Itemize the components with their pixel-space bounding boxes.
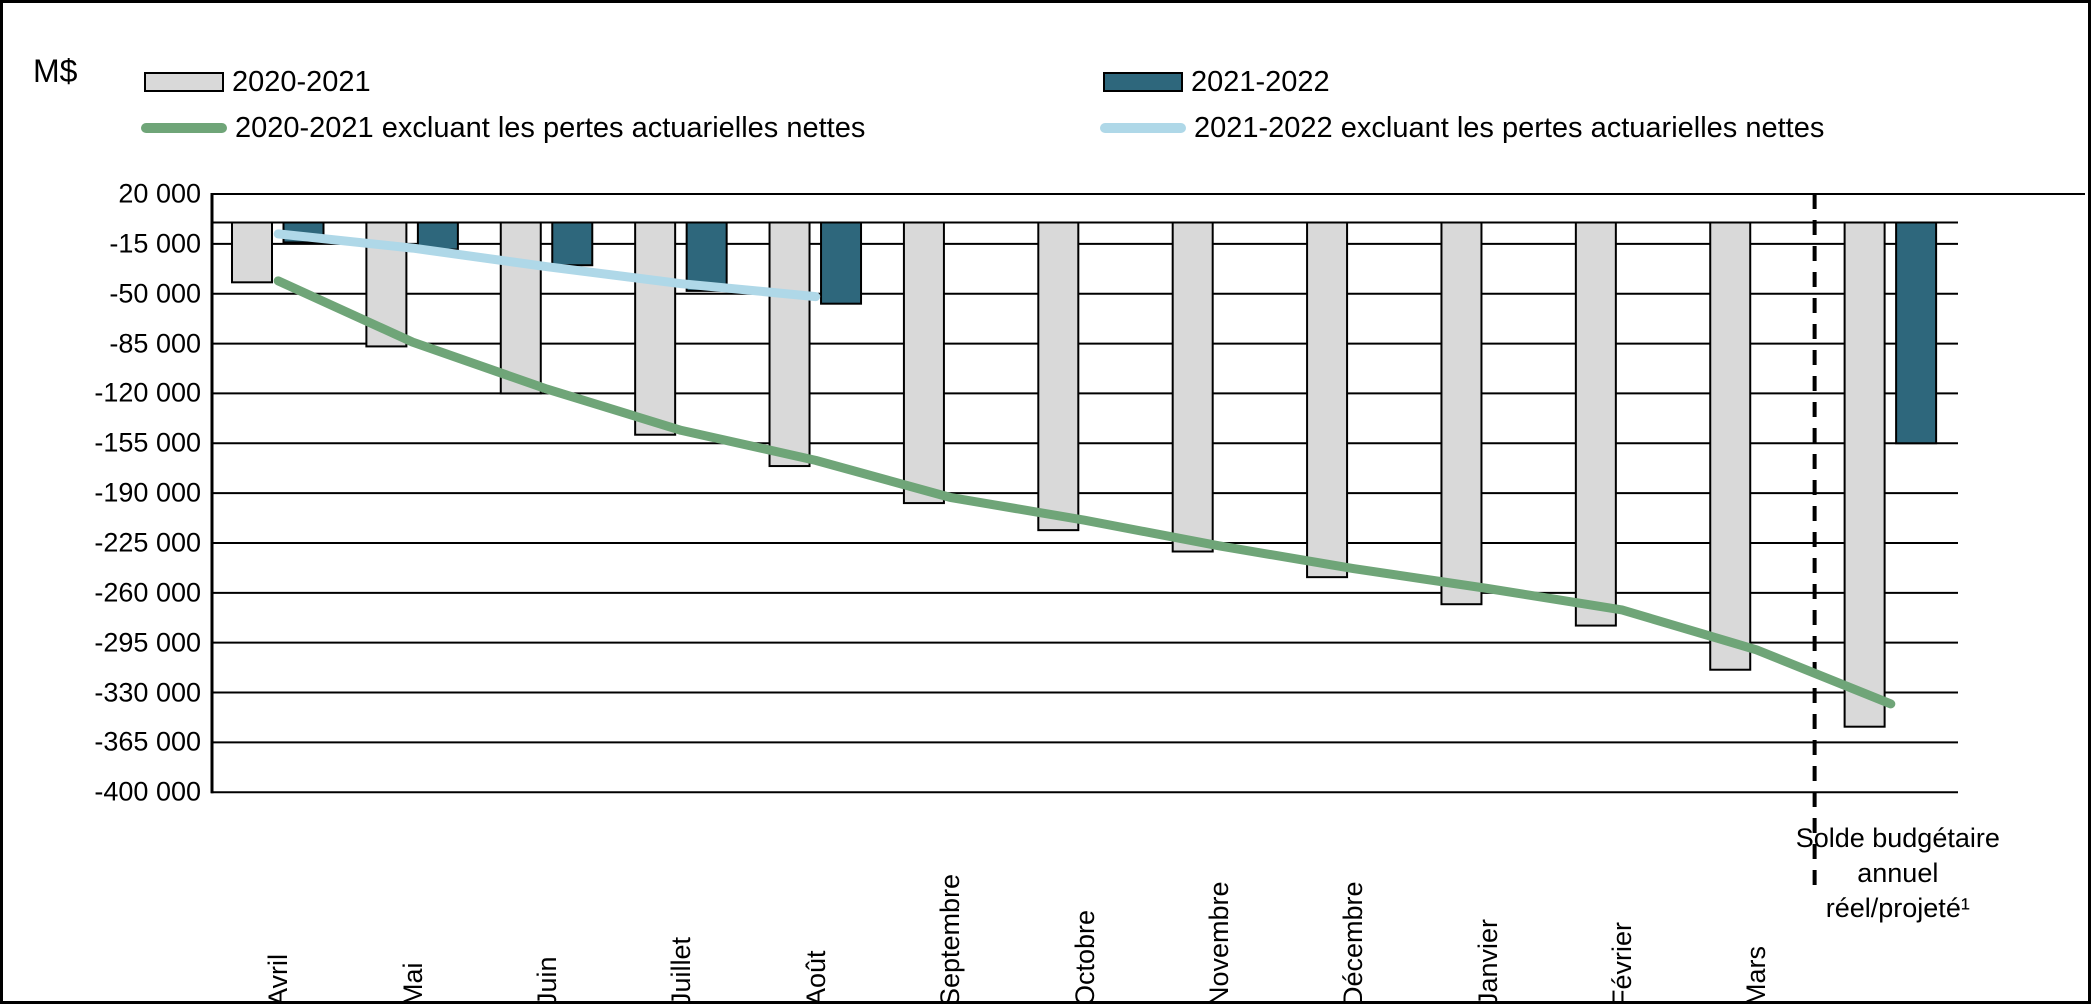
bar-2021-2022-Solde bbox=[1895, 221, 1938, 445]
legend-swatch-2021-2022-bar bbox=[1103, 72, 1183, 92]
x-axis-label-décembre: Décembre bbox=[1338, 881, 1369, 1004]
legend-item-2021-2022-bar: 2021-2022 bbox=[1103, 66, 1330, 98]
y-tick-label: -15 000 bbox=[109, 228, 201, 259]
bar-2020-2021-Solde bbox=[1843, 221, 1886, 728]
y-tick-label: -155 000 bbox=[94, 427, 201, 458]
legend-swatch-2020-2021-line bbox=[141, 123, 227, 133]
y-tick-label: -260 000 bbox=[94, 577, 201, 608]
legend-item-2020-2021-bar: 2020-2021 bbox=[144, 66, 371, 98]
bar-2020-2021-Février bbox=[1574, 221, 1617, 627]
bar-2020-2021-Juillet bbox=[634, 221, 677, 436]
x-axis-label-juin: Juin bbox=[531, 956, 562, 1004]
x-axis-label-janvier: Janvier bbox=[1472, 918, 1503, 1004]
legend-label-2021-2022-bar: 2021-2022 bbox=[1191, 66, 1330, 98]
line-2021-2022-excluant-les-pertes-actuarielles-nettes bbox=[273, 229, 821, 302]
x-axis-label-novembre: Novembre bbox=[1203, 881, 1234, 1004]
y-tick-label: 20 000 bbox=[118, 178, 201, 209]
legend-label-2021-2022-line: 2021-2022 excluant les pertes actuariell… bbox=[1194, 112, 1825, 144]
y-tick-label: -85 000 bbox=[109, 328, 201, 359]
bar-2020-2021-Juin bbox=[499, 221, 542, 395]
y-tick-label: -225 000 bbox=[94, 527, 201, 558]
y-tick-label: -295 000 bbox=[94, 627, 201, 658]
bar-2020-2021-Décembre bbox=[1306, 221, 1349, 579]
x-axis-label-mai: Mai bbox=[397, 962, 428, 1004]
y-tick-label: -50 000 bbox=[109, 278, 201, 309]
legend-swatch-2021-2022-line bbox=[1100, 123, 1186, 133]
legend-label-2020-2021-bar: 2020-2021 bbox=[232, 66, 371, 98]
legend-item-2020-2021-line: 2020-2021 excluant les pertes actuariell… bbox=[141, 112, 865, 144]
y-tick-label: -400 000 bbox=[94, 776, 201, 807]
line-2020-2021-excluant-les-pertes-actuarielles-nettes bbox=[273, 276, 1896, 709]
legend-swatch-2020-2021-bar bbox=[144, 72, 224, 92]
x-axis-label-août: Août bbox=[800, 950, 831, 1004]
bar-2020-2021-Août bbox=[768, 221, 811, 468]
bar-2021-2022-Août bbox=[820, 221, 863, 305]
bar-2020-2021-Novembre bbox=[1171, 221, 1214, 553]
y-axis-unit-label: M$ bbox=[33, 53, 78, 89]
x-axis-label-juillet: Juillet bbox=[666, 936, 697, 1004]
y-tick-label: -190 000 bbox=[94, 477, 201, 508]
y-tick-label: -120 000 bbox=[94, 377, 201, 408]
legend-item-2021-2022-line: 2021-2022 excluant les pertes actuariell… bbox=[1100, 112, 1824, 144]
x-axis-label-octobre: Octobre bbox=[1069, 909, 1100, 1004]
bar-2021-2022-Mai bbox=[416, 221, 459, 251]
bar-2020-2021-Septembre bbox=[902, 221, 945, 505]
x-axis-label-avril: Avril bbox=[263, 953, 294, 1004]
x-axis-label-mars: Mars bbox=[1741, 946, 1772, 1004]
x-axis-label-février: Février bbox=[1607, 921, 1638, 1004]
bar-2021-2022-Juillet bbox=[685, 221, 728, 292]
legend-label-2020-2021-line: 2020-2021 excluant les pertes actuariell… bbox=[235, 112, 866, 144]
y-tick-label: -330 000 bbox=[94, 677, 201, 707]
y-tick-label: -365 000 bbox=[94, 726, 201, 757]
bar-2020-2021-Janvier bbox=[1440, 221, 1483, 606]
x-axis-label-annual-balance: Solde budgétaire annuel réel/projeté¹ bbox=[1795, 823, 2000, 923]
bar-2020-2021-Avril bbox=[231, 221, 273, 284]
bar-2021-2022-Juin bbox=[551, 221, 594, 267]
bar-2020-2021-Octobre bbox=[1037, 221, 1080, 532]
budget-balance-plot bbox=[210, 193, 2085, 893]
bar-2020-2021-Mars bbox=[1709, 221, 1752, 671]
x-axis-label-septembre: Septembre bbox=[935, 873, 966, 1004]
